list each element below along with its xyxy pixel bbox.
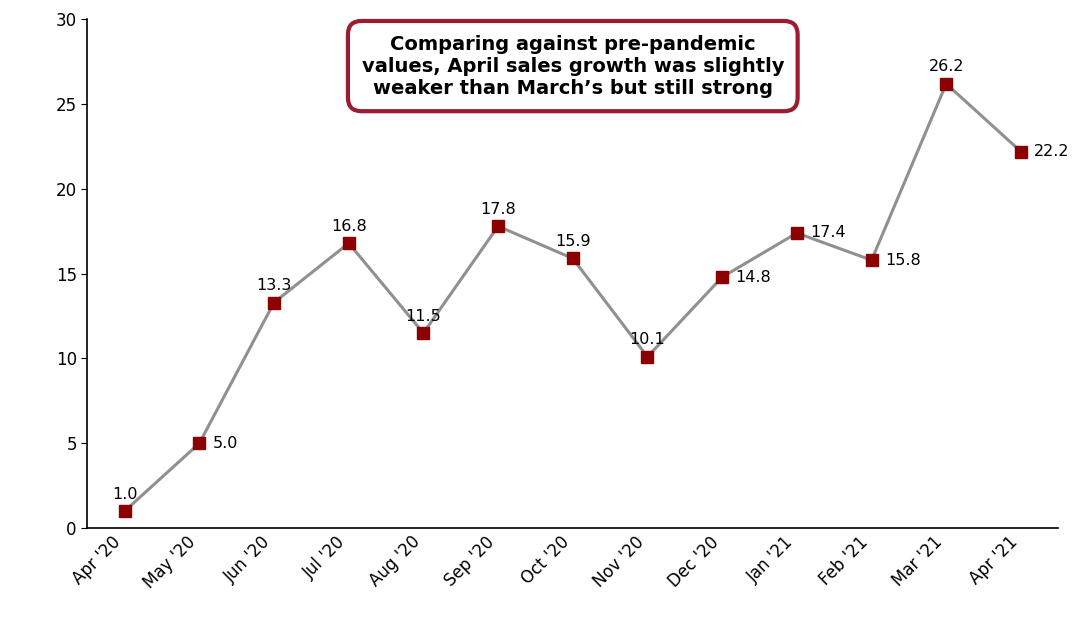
Text: 17.4: 17.4 [811, 225, 846, 240]
Text: 17.8: 17.8 [480, 202, 516, 217]
Text: 15.9: 15.9 [555, 234, 590, 249]
Text: 26.2: 26.2 [928, 59, 964, 75]
Text: 22.2: 22.2 [1034, 144, 1070, 159]
Text: 1.0: 1.0 [112, 487, 137, 502]
Text: 13.3: 13.3 [256, 278, 291, 293]
Text: 15.8: 15.8 [885, 252, 921, 268]
Text: Comparing against pre-pandemic
values, April sales growth was slightly
weaker th: Comparing against pre-pandemic values, A… [361, 35, 784, 98]
Text: 10.1: 10.1 [630, 332, 666, 348]
Text: 16.8: 16.8 [331, 219, 367, 234]
Text: 14.8: 14.8 [735, 270, 771, 285]
Text: 5.0: 5.0 [213, 436, 238, 451]
Text: 11.5: 11.5 [406, 308, 441, 324]
